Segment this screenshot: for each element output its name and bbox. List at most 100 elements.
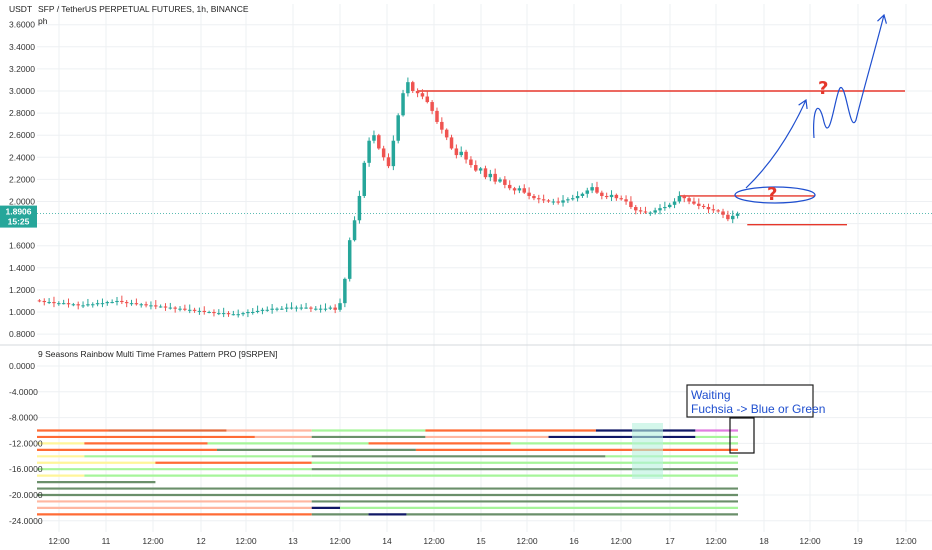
candle-body <box>231 314 236 316</box>
candle-body <box>289 307 294 309</box>
time-tick-label: 12:00 <box>799 536 821 546</box>
note-line-1: Waiting <box>691 388 731 402</box>
price-tag-value: 1.8906 <box>6 207 32 217</box>
candle-body <box>105 302 110 304</box>
candle-body <box>47 302 51 304</box>
candle-body <box>396 115 400 141</box>
candle-body <box>357 195 362 221</box>
projection-arrowhead <box>877 13 887 24</box>
candle-body <box>701 205 706 208</box>
indicator-tick-label: -12.0000 <box>9 438 43 448</box>
candle-body <box>454 148 459 156</box>
candle-body <box>595 187 599 193</box>
candle-body <box>488 173 493 178</box>
candle-body <box>570 198 575 200</box>
candle-body <box>124 302 129 304</box>
candle-body <box>498 179 502 182</box>
price-tick-label: 2.2000 <box>9 174 35 184</box>
candle-body <box>546 200 551 202</box>
candle-body <box>187 309 192 311</box>
candle-body <box>347 240 352 279</box>
candle-body <box>280 308 284 310</box>
price-tick-label: 3.2000 <box>9 64 35 74</box>
candle-body <box>241 313 245 315</box>
chart-title: SFP / TetherUS PERPETUAL FUTURES, 1h, BI… <box>38 4 249 14</box>
candle-body <box>100 303 105 305</box>
candle-body <box>730 215 735 220</box>
candle-body <box>299 307 303 309</box>
candle-body <box>304 307 308 309</box>
price-tick-label: 2.0000 <box>9 197 35 207</box>
candle-body <box>440 121 444 130</box>
candle-body <box>37 300 42 302</box>
candle-body <box>95 303 100 305</box>
price-tag-time: 15:25 <box>8 217 30 227</box>
candle-body <box>158 306 163 308</box>
candle-body <box>401 93 405 116</box>
candle-body <box>260 309 265 311</box>
question-mark-1: ? <box>767 184 777 205</box>
candle-body <box>61 303 66 305</box>
candle-body <box>42 300 47 303</box>
time-tick-label: 12:00 <box>235 536 257 546</box>
candle-body <box>726 214 730 220</box>
time-tick-label: 15 <box>476 536 486 546</box>
time-tick-label: 14 <box>382 536 392 546</box>
candle-body <box>653 210 657 213</box>
candle-body <box>265 309 270 311</box>
candle-body <box>420 93 425 97</box>
candle-body <box>537 198 541 200</box>
price-tick-label: 1.2000 <box>9 285 35 295</box>
candle-body <box>192 309 197 311</box>
candle-body <box>149 305 153 307</box>
price-tick-label: 2.6000 <box>9 130 35 140</box>
candle-body <box>134 303 139 305</box>
time-tick-label: 11 <box>102 536 111 546</box>
candle-body <box>309 307 313 309</box>
indicator-tick-label: -8.0000 <box>9 413 38 423</box>
candle-body <box>430 102 434 111</box>
candle-body <box>672 201 677 205</box>
candle-body <box>469 159 473 166</box>
candle-body <box>338 303 342 310</box>
candle-body <box>449 137 454 149</box>
candle-body <box>609 194 614 198</box>
candle-body <box>52 302 56 304</box>
x-axis[interactable]: 12:00 11 12:00 12 12:00 13 12:00 14 12:00 15 12:00… <box>48 536 917 546</box>
indicator-tick-label: -24.0000 <box>9 516 43 526</box>
price-tick-label: 3.0000 <box>9 86 35 96</box>
indicator-title: 9 Seasons Rainbow Multi Time Frames Patt… <box>38 349 278 359</box>
price-tick-label: 2.4000 <box>9 152 35 162</box>
projection-arrowhead <box>798 98 808 110</box>
candle-body <box>318 308 323 310</box>
candle-body <box>507 184 512 189</box>
indicator-tick-label: -20.0000 <box>9 490 43 500</box>
candle-body <box>381 148 386 158</box>
candle-body <box>478 168 483 171</box>
candle-body <box>129 303 134 305</box>
candle-body <box>527 192 531 196</box>
candle-body <box>532 195 536 199</box>
candle-body <box>367 140 371 163</box>
candle-body <box>183 308 187 310</box>
note-line-2: Fuchsia -> Blue or Green <box>691 402 825 416</box>
candle-body <box>474 165 478 171</box>
candle-body <box>217 313 221 315</box>
time-tick-label: 12:00 <box>48 536 70 546</box>
current-price-tag: 1.8906 15:25 <box>0 205 37 228</box>
candle-body <box>386 157 391 167</box>
candle-body <box>333 307 337 310</box>
candle-body <box>697 203 701 206</box>
candle-body <box>328 307 333 309</box>
price-tick-label: 1.4000 <box>9 263 35 273</box>
candle-body <box>614 194 619 199</box>
time-tick-label: 13 <box>288 536 298 546</box>
candle-body <box>197 310 202 312</box>
candle-body <box>57 303 61 305</box>
candle-body <box>251 312 255 313</box>
candle-body <box>154 305 158 307</box>
candle-body <box>362 162 367 196</box>
time-tick-label: 19 <box>853 536 863 546</box>
candle-body <box>624 199 628 202</box>
candle-body <box>168 307 173 309</box>
